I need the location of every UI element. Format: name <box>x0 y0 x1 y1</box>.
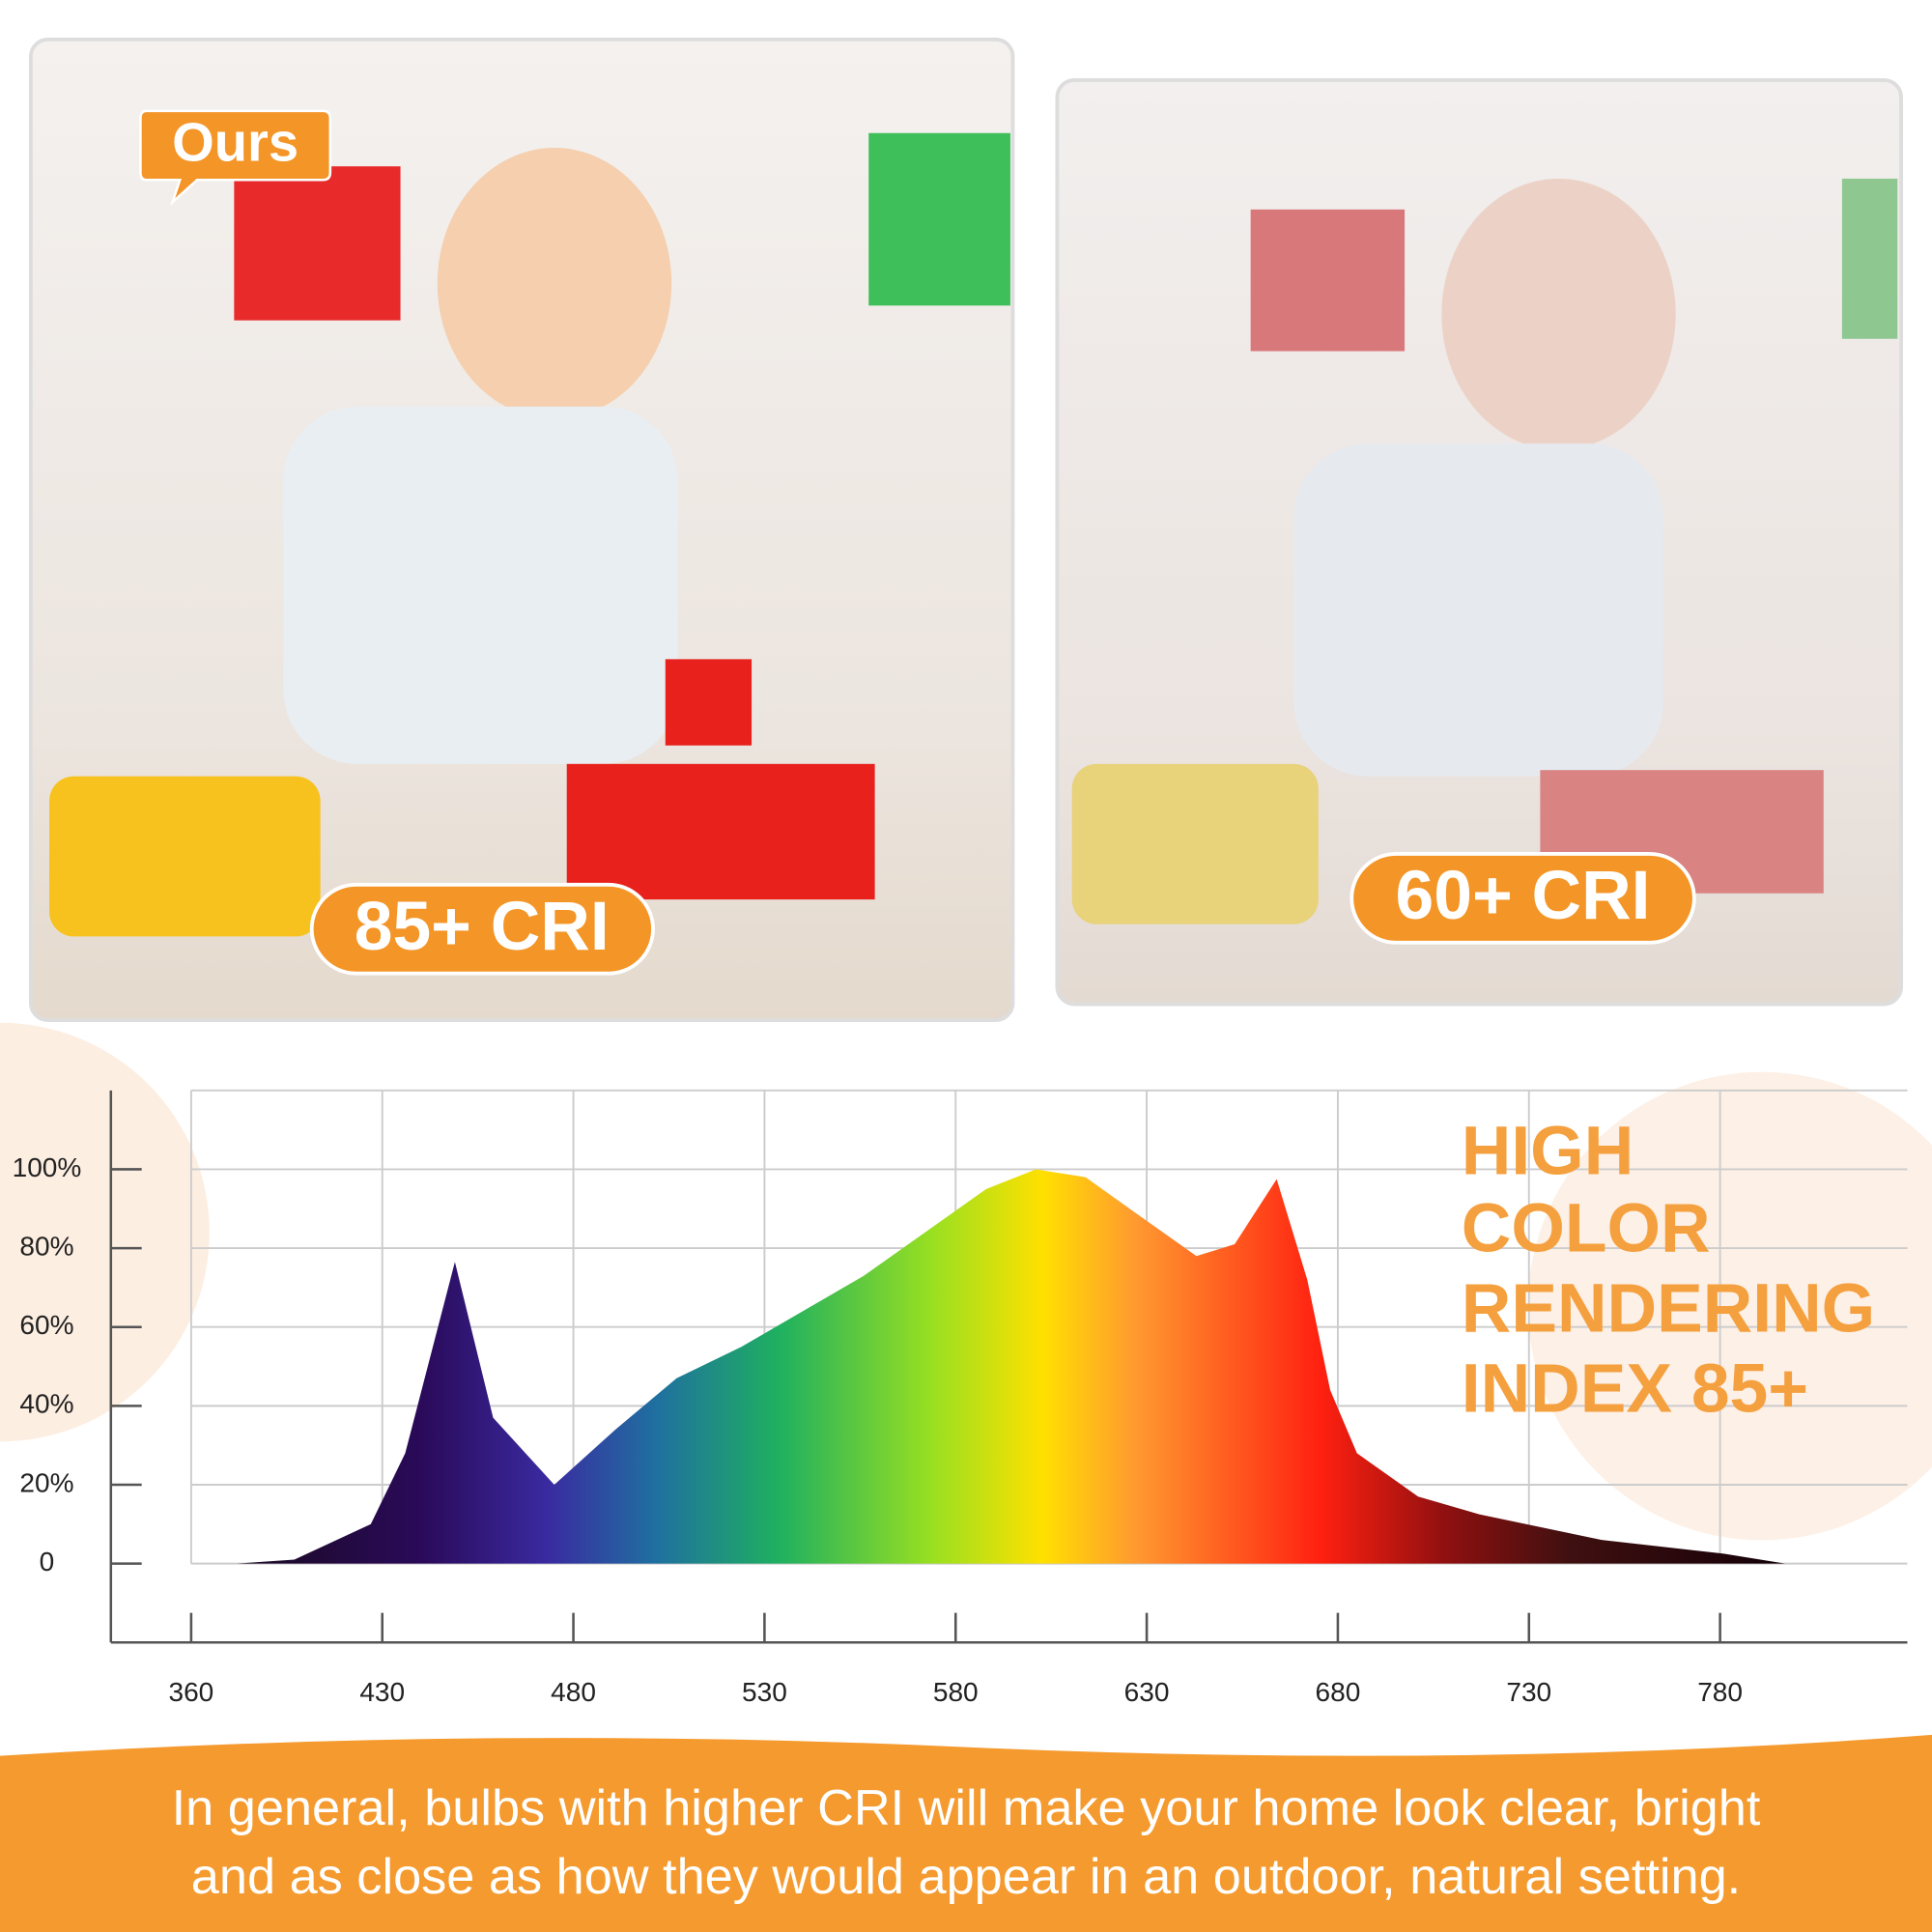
x-tick-label: 680 <box>1316 1677 1361 1707</box>
y-tick-label: 20% <box>19 1467 73 1497</box>
ours-label: Ours <box>172 112 298 173</box>
y-tick-label: 0 <box>40 1547 55 1577</box>
x-tick-label: 530 <box>742 1677 787 1707</box>
caption-line: and as close as how they would appear in… <box>191 1849 1741 1905</box>
headline-line: COLOR <box>1462 1190 1711 1267</box>
decor <box>1527 1071 1932 1541</box>
decor <box>0 1022 210 1442</box>
x-tick-label: 360 <box>168 1677 213 1707</box>
footer-band <box>0 1734 1932 1932</box>
cri-label: 85+ CRI <box>355 888 610 965</box>
x-tick-label: 780 <box>1697 1677 1743 1707</box>
headline: HIGH COLOR RENDERING INDEX 85+ <box>1462 1112 1875 1427</box>
y-tick-label: 40% <box>19 1389 73 1419</box>
x-tick-label: 730 <box>1506 1677 1551 1707</box>
x-tick-label: 430 <box>359 1677 405 1707</box>
spectrum-area <box>237 1169 1785 1564</box>
chart: 0 20% 40% 60% 80% 100% 360 430 480 530 580 630 680 73… <box>13 1089 1908 1707</box>
headline-line: HIGH <box>1462 1112 1634 1189</box>
cri-badge <box>309 882 655 976</box>
y-tick-label: 80% <box>19 1231 73 1261</box>
x-tick-label: 630 <box>1124 1677 1170 1707</box>
cri-badge <box>1350 852 1696 945</box>
headline-line: RENDERING <box>1462 1270 1875 1348</box>
x-tick-label: 480 <box>551 1677 596 1707</box>
caption-line: In general, bulbs with higher CRI will m… <box>172 1780 1761 1836</box>
x-tick-label: 580 <box>933 1677 979 1707</box>
headline-line: INDEX 85+ <box>1462 1350 1808 1427</box>
cri-label: 60+ CRI <box>1396 857 1651 934</box>
ours-badge <box>139 109 332 207</box>
y-tick-label: 100% <box>13 1152 82 1182</box>
y-tick-label: 60% <box>19 1310 73 1340</box>
photo-ours <box>28 37 1015 1023</box>
